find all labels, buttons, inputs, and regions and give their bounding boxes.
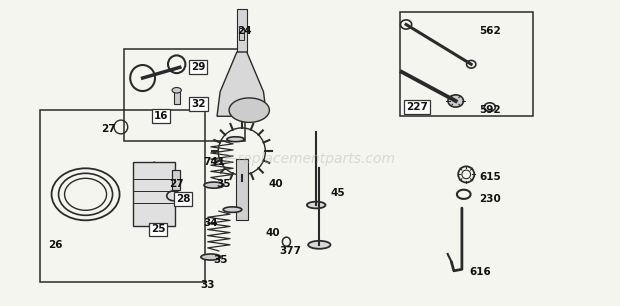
Text: 33: 33	[200, 280, 215, 289]
Text: 230: 230	[479, 194, 501, 204]
Text: 29: 29	[191, 62, 206, 72]
Text: 562: 562	[479, 26, 501, 35]
Bar	[400, 12, 533, 116]
Text: 35: 35	[216, 179, 231, 188]
Bar	[40, 110, 205, 282]
Bar	[133, 162, 175, 226]
Bar	[237, 9, 247, 52]
Text: 32: 32	[191, 99, 206, 109]
Text: 616: 616	[469, 267, 492, 277]
Bar	[124, 49, 245, 141]
Text: 40: 40	[268, 179, 283, 188]
Text: 35: 35	[213, 255, 228, 265]
Text: 615: 615	[479, 173, 501, 182]
Bar	[172, 170, 180, 190]
Text: e-replacementparts.com: e-replacementparts.com	[224, 152, 396, 166]
Text: 40: 40	[265, 228, 280, 237]
Ellipse shape	[307, 202, 326, 208]
Text: 26: 26	[48, 240, 63, 250]
Bar	[239, 28, 244, 40]
Text: 227: 227	[406, 102, 428, 112]
Text: 741: 741	[203, 157, 225, 167]
Ellipse shape	[227, 137, 244, 142]
Ellipse shape	[448, 95, 464, 107]
Text: 27: 27	[169, 179, 184, 188]
Text: 16: 16	[154, 111, 169, 121]
Bar	[174, 90, 180, 104]
Text: 45: 45	[330, 188, 345, 198]
Text: 27: 27	[101, 124, 116, 133]
Text: 34: 34	[203, 218, 218, 228]
Ellipse shape	[148, 162, 160, 226]
Ellipse shape	[201, 254, 221, 260]
Text: 25: 25	[151, 225, 166, 234]
Ellipse shape	[172, 88, 181, 93]
Text: 28: 28	[175, 194, 190, 204]
Ellipse shape	[229, 98, 269, 122]
Text: 24: 24	[237, 26, 252, 35]
Text: 377: 377	[279, 246, 301, 256]
Text: 592: 592	[479, 105, 500, 115]
Polygon shape	[217, 52, 267, 116]
Ellipse shape	[223, 207, 242, 212]
Bar	[236, 159, 248, 220]
Ellipse shape	[204, 182, 224, 188]
Ellipse shape	[308, 241, 330, 249]
